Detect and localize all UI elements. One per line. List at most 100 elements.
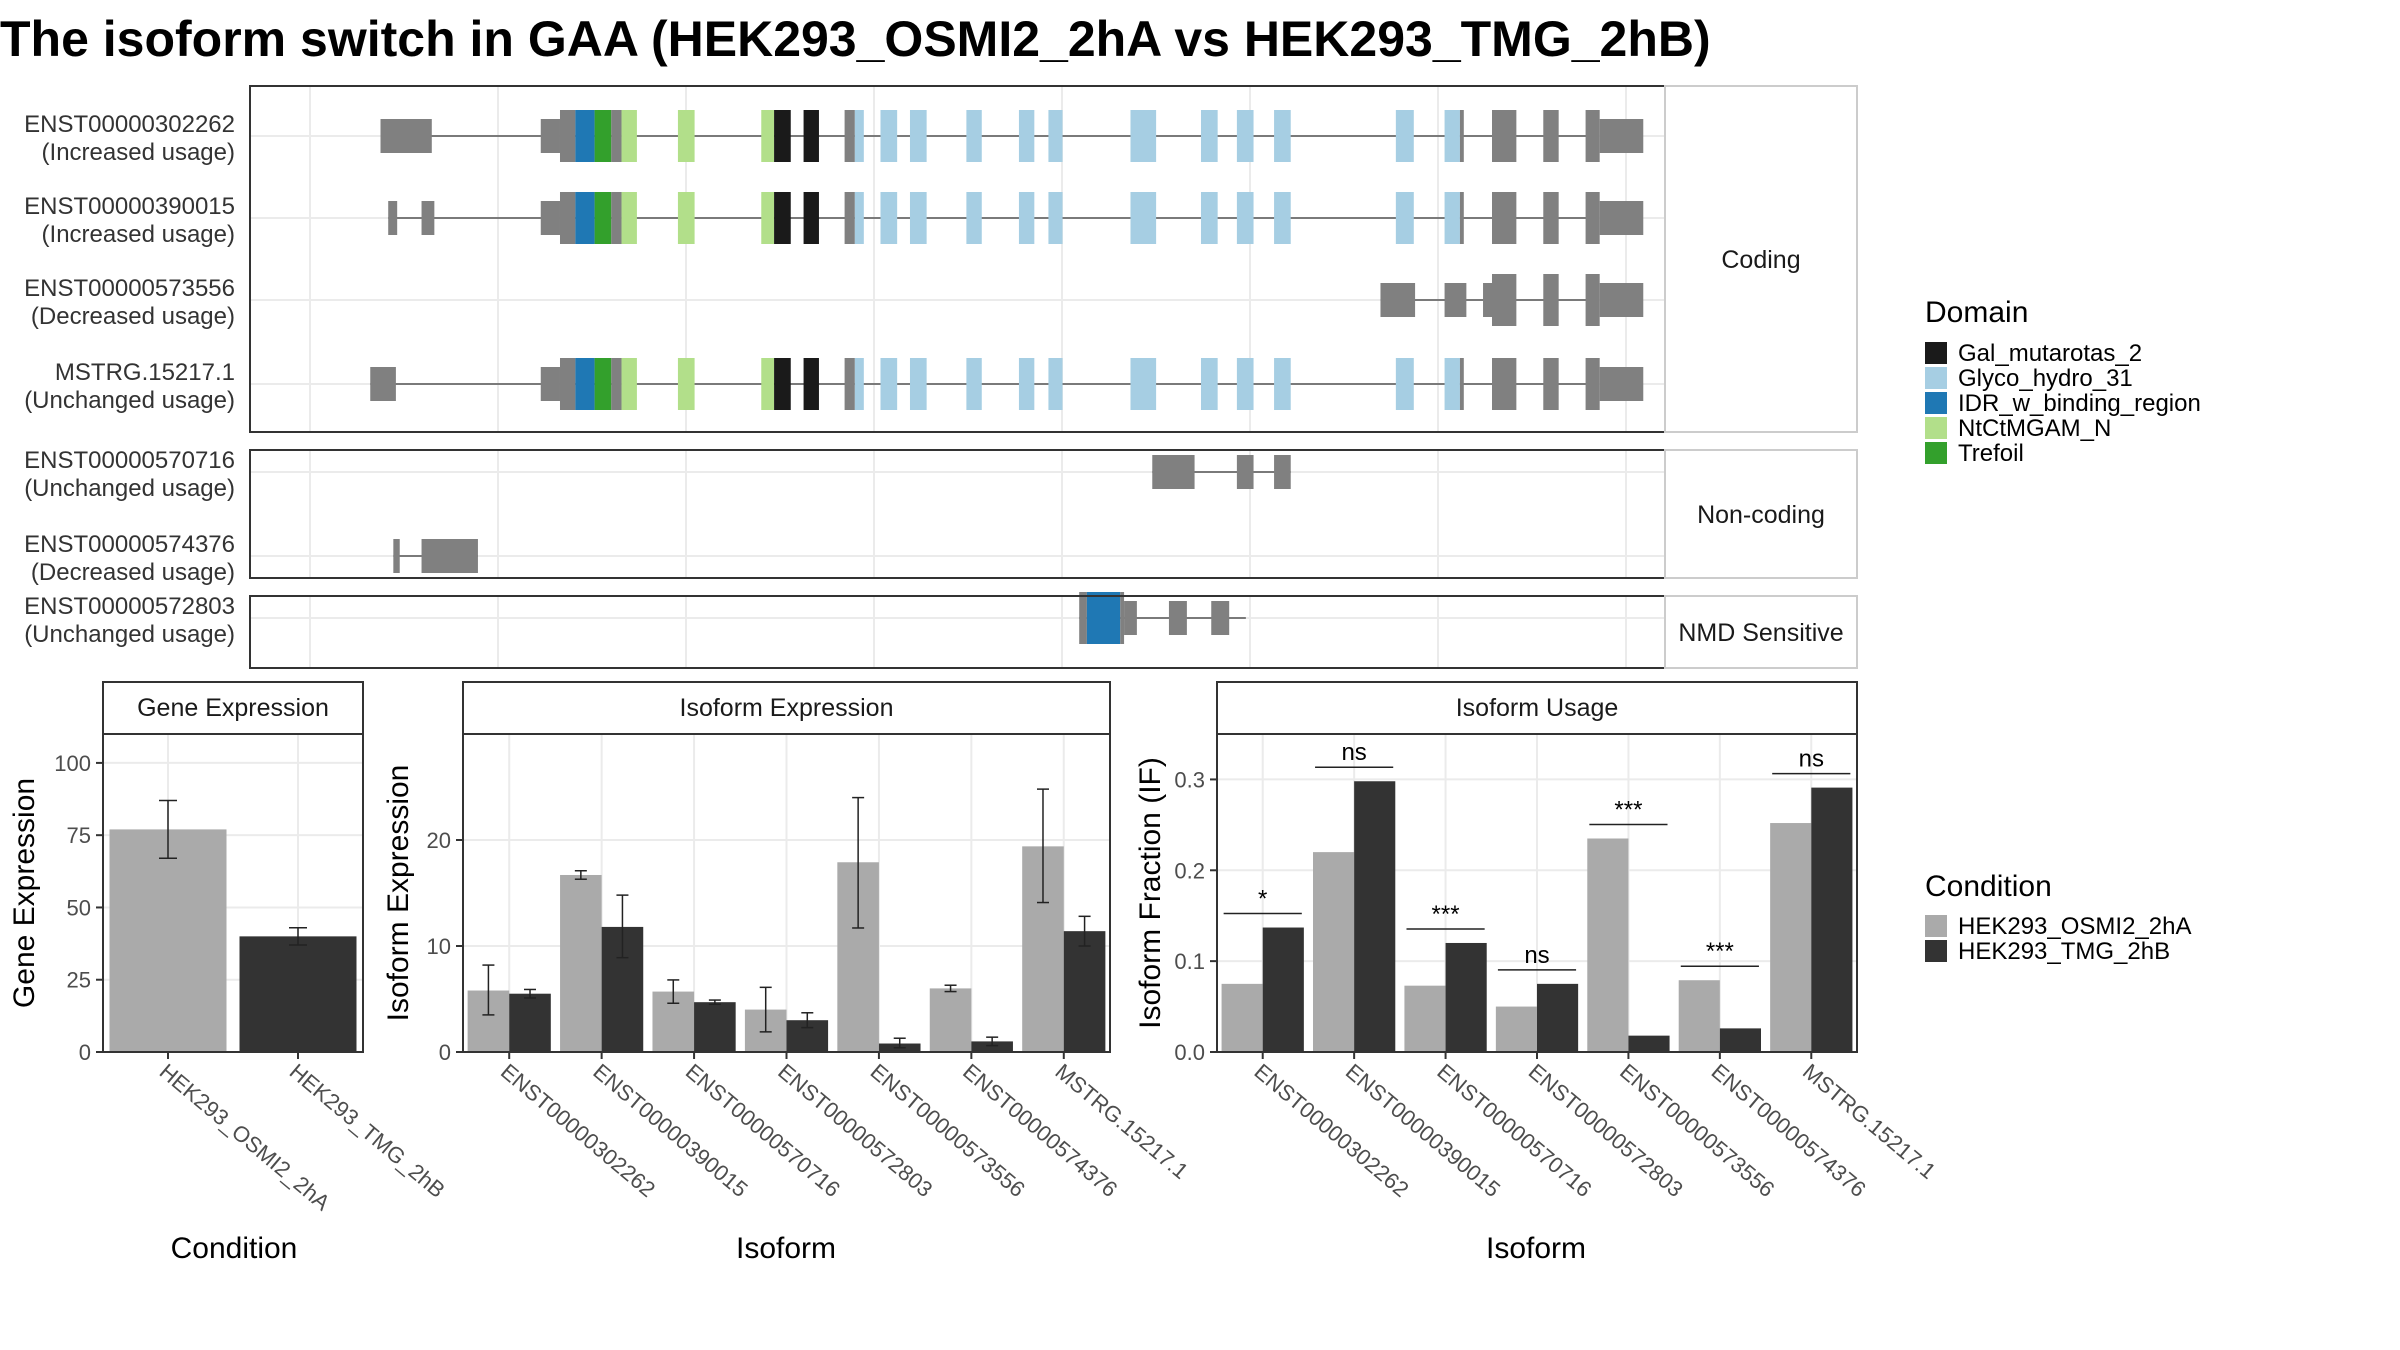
exon-block	[1236, 455, 1254, 489]
exon-block	[880, 192, 898, 244]
bar	[1313, 852, 1355, 1052]
exon-block	[1444, 110, 1460, 162]
exon-block	[1543, 358, 1559, 410]
transcript-usage: (Unchanged usage)	[24, 621, 235, 648]
exon-block	[380, 119, 432, 153]
exon-block	[1444, 192, 1460, 244]
transcript-name: ENST00000573556	[24, 275, 235, 302]
transcript-name: ENST00000390015	[24, 193, 235, 220]
legend-label: Trefoil	[1958, 440, 2024, 467]
exon-block	[1274, 192, 1291, 244]
exon-block	[1444, 283, 1467, 317]
bar	[1262, 927, 1304, 1052]
y-tick-label: 20	[427, 828, 451, 853]
exon-block	[1274, 110, 1291, 162]
y-axis-title: Isoform Fraction (IF)	[1134, 757, 1167, 1029]
exon-block	[1585, 358, 1600, 410]
exon-block	[1079, 592, 1087, 644]
legend-key	[1925, 915, 1947, 937]
panel-title: Gene Expression	[137, 694, 329, 722]
exon-block	[880, 358, 898, 410]
panel-title: Isoform Usage	[1456, 694, 1619, 722]
exon-block	[677, 192, 695, 244]
bar	[1587, 838, 1629, 1052]
exon-block	[1130, 110, 1157, 162]
exon-block	[1599, 201, 1644, 235]
y-axis-title: Gene Expression	[8, 778, 41, 1008]
bar	[109, 829, 227, 1052]
gene-structure-panel: ENST00000302262(Increased usage)ENST0000…	[24, 85, 1858, 669]
exon-block	[421, 539, 478, 573]
exon-block	[1200, 192, 1218, 244]
exon-block	[761, 110, 775, 162]
exon-block	[803, 110, 819, 162]
x-tick-label: ENST00000572803	[773, 1059, 937, 1202]
y-tick-label: 100	[54, 751, 91, 776]
significance-label: *	[1258, 886, 1267, 913]
bar	[1495, 1006, 1537, 1052]
exon-block	[677, 358, 695, 410]
x-tick-label: ENST00000573556	[866, 1059, 1030, 1202]
exon-block	[621, 110, 637, 162]
significance-label: ***	[1614, 796, 1642, 823]
significance-label: ***	[1706, 938, 1734, 965]
exon-block	[803, 358, 819, 410]
exon-block	[966, 110, 982, 162]
exon-block	[1492, 110, 1517, 162]
exon-block	[854, 358, 864, 410]
y-tick-label: 0	[439, 1040, 451, 1065]
bar	[1811, 787, 1853, 1052]
legend-label: HEK293_TMG_2hB	[1958, 938, 2170, 965]
exon-block	[909, 110, 927, 162]
facet-label: Non-coding	[1697, 501, 1825, 529]
legend-key	[1925, 442, 1947, 464]
facet-strip	[1216, 681, 1858, 735]
facet-strip	[1664, 449, 1858, 579]
transcript-usage: (Unchanged usage)	[24, 387, 235, 414]
legend-label: NtCtMGAM_N	[1958, 415, 2111, 442]
facet-panel-bg	[250, 86, 1665, 432]
exon-block	[909, 192, 927, 244]
exon-block	[421, 201, 435, 235]
exon-block	[621, 192, 637, 244]
exon-block	[575, 110, 595, 162]
exon-block	[966, 358, 982, 410]
legend-label: HEK293_OSMI2_2hA	[1958, 913, 2191, 940]
exon-block	[1274, 358, 1291, 410]
bar	[239, 936, 357, 1052]
exon-block	[393, 539, 400, 573]
facet-strip	[462, 681, 1111, 735]
bar	[694, 1002, 736, 1052]
exon-block	[1168, 601, 1187, 635]
transcript-name: MSTRG.15217.1	[55, 359, 235, 386]
y-tick-label: 0.1	[1174, 949, 1205, 974]
exon-block	[1236, 110, 1254, 162]
panel-title: Isoform Expression	[680, 694, 894, 722]
significance-label: ***	[1432, 901, 1460, 928]
exon-block	[388, 201, 398, 235]
bar	[1404, 985, 1446, 1052]
transcript-name: ENST00000302262	[24, 111, 235, 138]
bar	[560, 874, 602, 1052]
exon-block	[1444, 358, 1460, 410]
significance-label: ns	[1341, 739, 1366, 766]
exon-block	[774, 358, 791, 410]
bar	[1221, 983, 1263, 1052]
exon-block	[1274, 455, 1291, 489]
transcript-usage: (Decreased usage)	[31, 303, 235, 330]
exon-block	[1018, 192, 1035, 244]
exon-block	[1018, 110, 1035, 162]
exon-block	[1048, 110, 1063, 162]
exon-block	[1459, 110, 1464, 162]
x-tick-label: ENST00000573556	[1615, 1059, 1779, 1202]
exon-block	[1459, 192, 1464, 244]
exon-block	[1395, 192, 1414, 244]
exon-block	[844, 358, 855, 410]
exon-block	[1585, 110, 1600, 162]
exon-block	[611, 110, 622, 162]
exon-block	[1492, 192, 1517, 244]
facet-label: NMD Sensitive	[1678, 619, 1843, 647]
x-tick-label: ENST00000570716	[681, 1059, 845, 1202]
exon-block	[854, 110, 864, 162]
